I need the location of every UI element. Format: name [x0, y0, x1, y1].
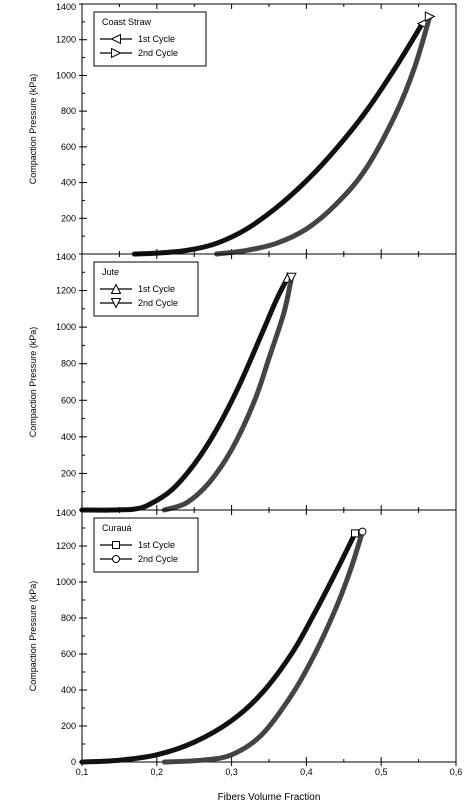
series-line [79, 530, 358, 765]
y-tick-label: 800 [61, 106, 76, 116]
x-axis-label: Fibers Volume Fraction [218, 792, 321, 803]
legend-label: 2nd Cycle [138, 298, 178, 308]
x-tick-label: 0,5 [375, 767, 388, 777]
legend-label: 1st Cycle [138, 284, 175, 294]
y-tick-label: 600 [61, 649, 76, 659]
y-tick-label: 800 [61, 359, 76, 369]
legend-label: 2nd Cycle [138, 48, 178, 58]
y-tick-label: 200 [61, 468, 76, 478]
x-tick-label: 0,6 [450, 767, 463, 777]
x-tick-label: 0,2 [151, 767, 164, 777]
legend-marker [112, 541, 120, 549]
series-line [161, 529, 365, 765]
y-tick-label: 1400 [56, 2, 76, 12]
y-tick-label: 200 [61, 213, 76, 223]
y-tick-label: 400 [61, 685, 76, 695]
y-axis-label: Compaction Pressure (kPa) [28, 74, 38, 185]
y-tick-label: 1000 [56, 70, 76, 80]
y-tick-label: 1000 [56, 322, 76, 332]
panel-3: 1400 1200 1000 800 600 400 200 00,1 0,2 0,3 0,4 0,5… [28, 508, 462, 803]
y-tick-label: 400 [61, 178, 76, 188]
y-tick-label: 800 [61, 613, 76, 623]
y-tick-label: 1400 [56, 508, 76, 518]
legend-label: 2nd Cycle [138, 554, 178, 564]
y-tick-label: 1000 [56, 577, 76, 587]
series-line [214, 14, 433, 257]
legend-marker [110, 283, 122, 294]
y-tick-label: 400 [61, 432, 76, 442]
series-end-marker [424, 11, 436, 22]
y-tick-label: 600 [61, 142, 76, 152]
y-tick-label: 200 [61, 721, 76, 731]
y-axis-label: Compaction Pressure (kPa) [28, 327, 38, 438]
legend-marker [112, 555, 120, 563]
x-tick-label: 0,3 [225, 767, 238, 777]
x-tick-label: 0,4 [300, 767, 313, 777]
y-tick-label: 1200 [56, 541, 76, 551]
y-tick-label: 0 [71, 757, 76, 767]
series-line [131, 21, 425, 257]
y-axis-label: Compaction Pressure (kPa) [28, 581, 38, 692]
legend-title: Curauá [102, 523, 132, 533]
series-end-marker [351, 529, 360, 538]
legend-marker [111, 47, 122, 59]
series-line [161, 275, 294, 513]
legend-label: 1st Cycle [138, 34, 175, 44]
panel-2: 1400 1200 1000 800 600 400 200 Compaction Press… [28, 252, 457, 513]
x-tick-label: 0,1 [76, 767, 89, 777]
series-end-marker [358, 527, 367, 536]
panel-1: 1400 1200 1000 800 600 400 200 Compaction Press… [28, 2, 457, 257]
series-end-marker [286, 272, 297, 284]
y-tick-label: 1200 [56, 35, 76, 45]
y-tick-label: 1400 [56, 252, 76, 262]
y-tick-label: 600 [61, 395, 76, 405]
legend-marker [110, 298, 122, 309]
y-tick-label: 1200 [56, 286, 76, 296]
legend-marker [110, 33, 121, 45]
legend-title: Jute [102, 267, 119, 277]
legend-label: 1st Cycle [138, 540, 175, 550]
legend-title: Coast Straw [102, 17, 152, 27]
